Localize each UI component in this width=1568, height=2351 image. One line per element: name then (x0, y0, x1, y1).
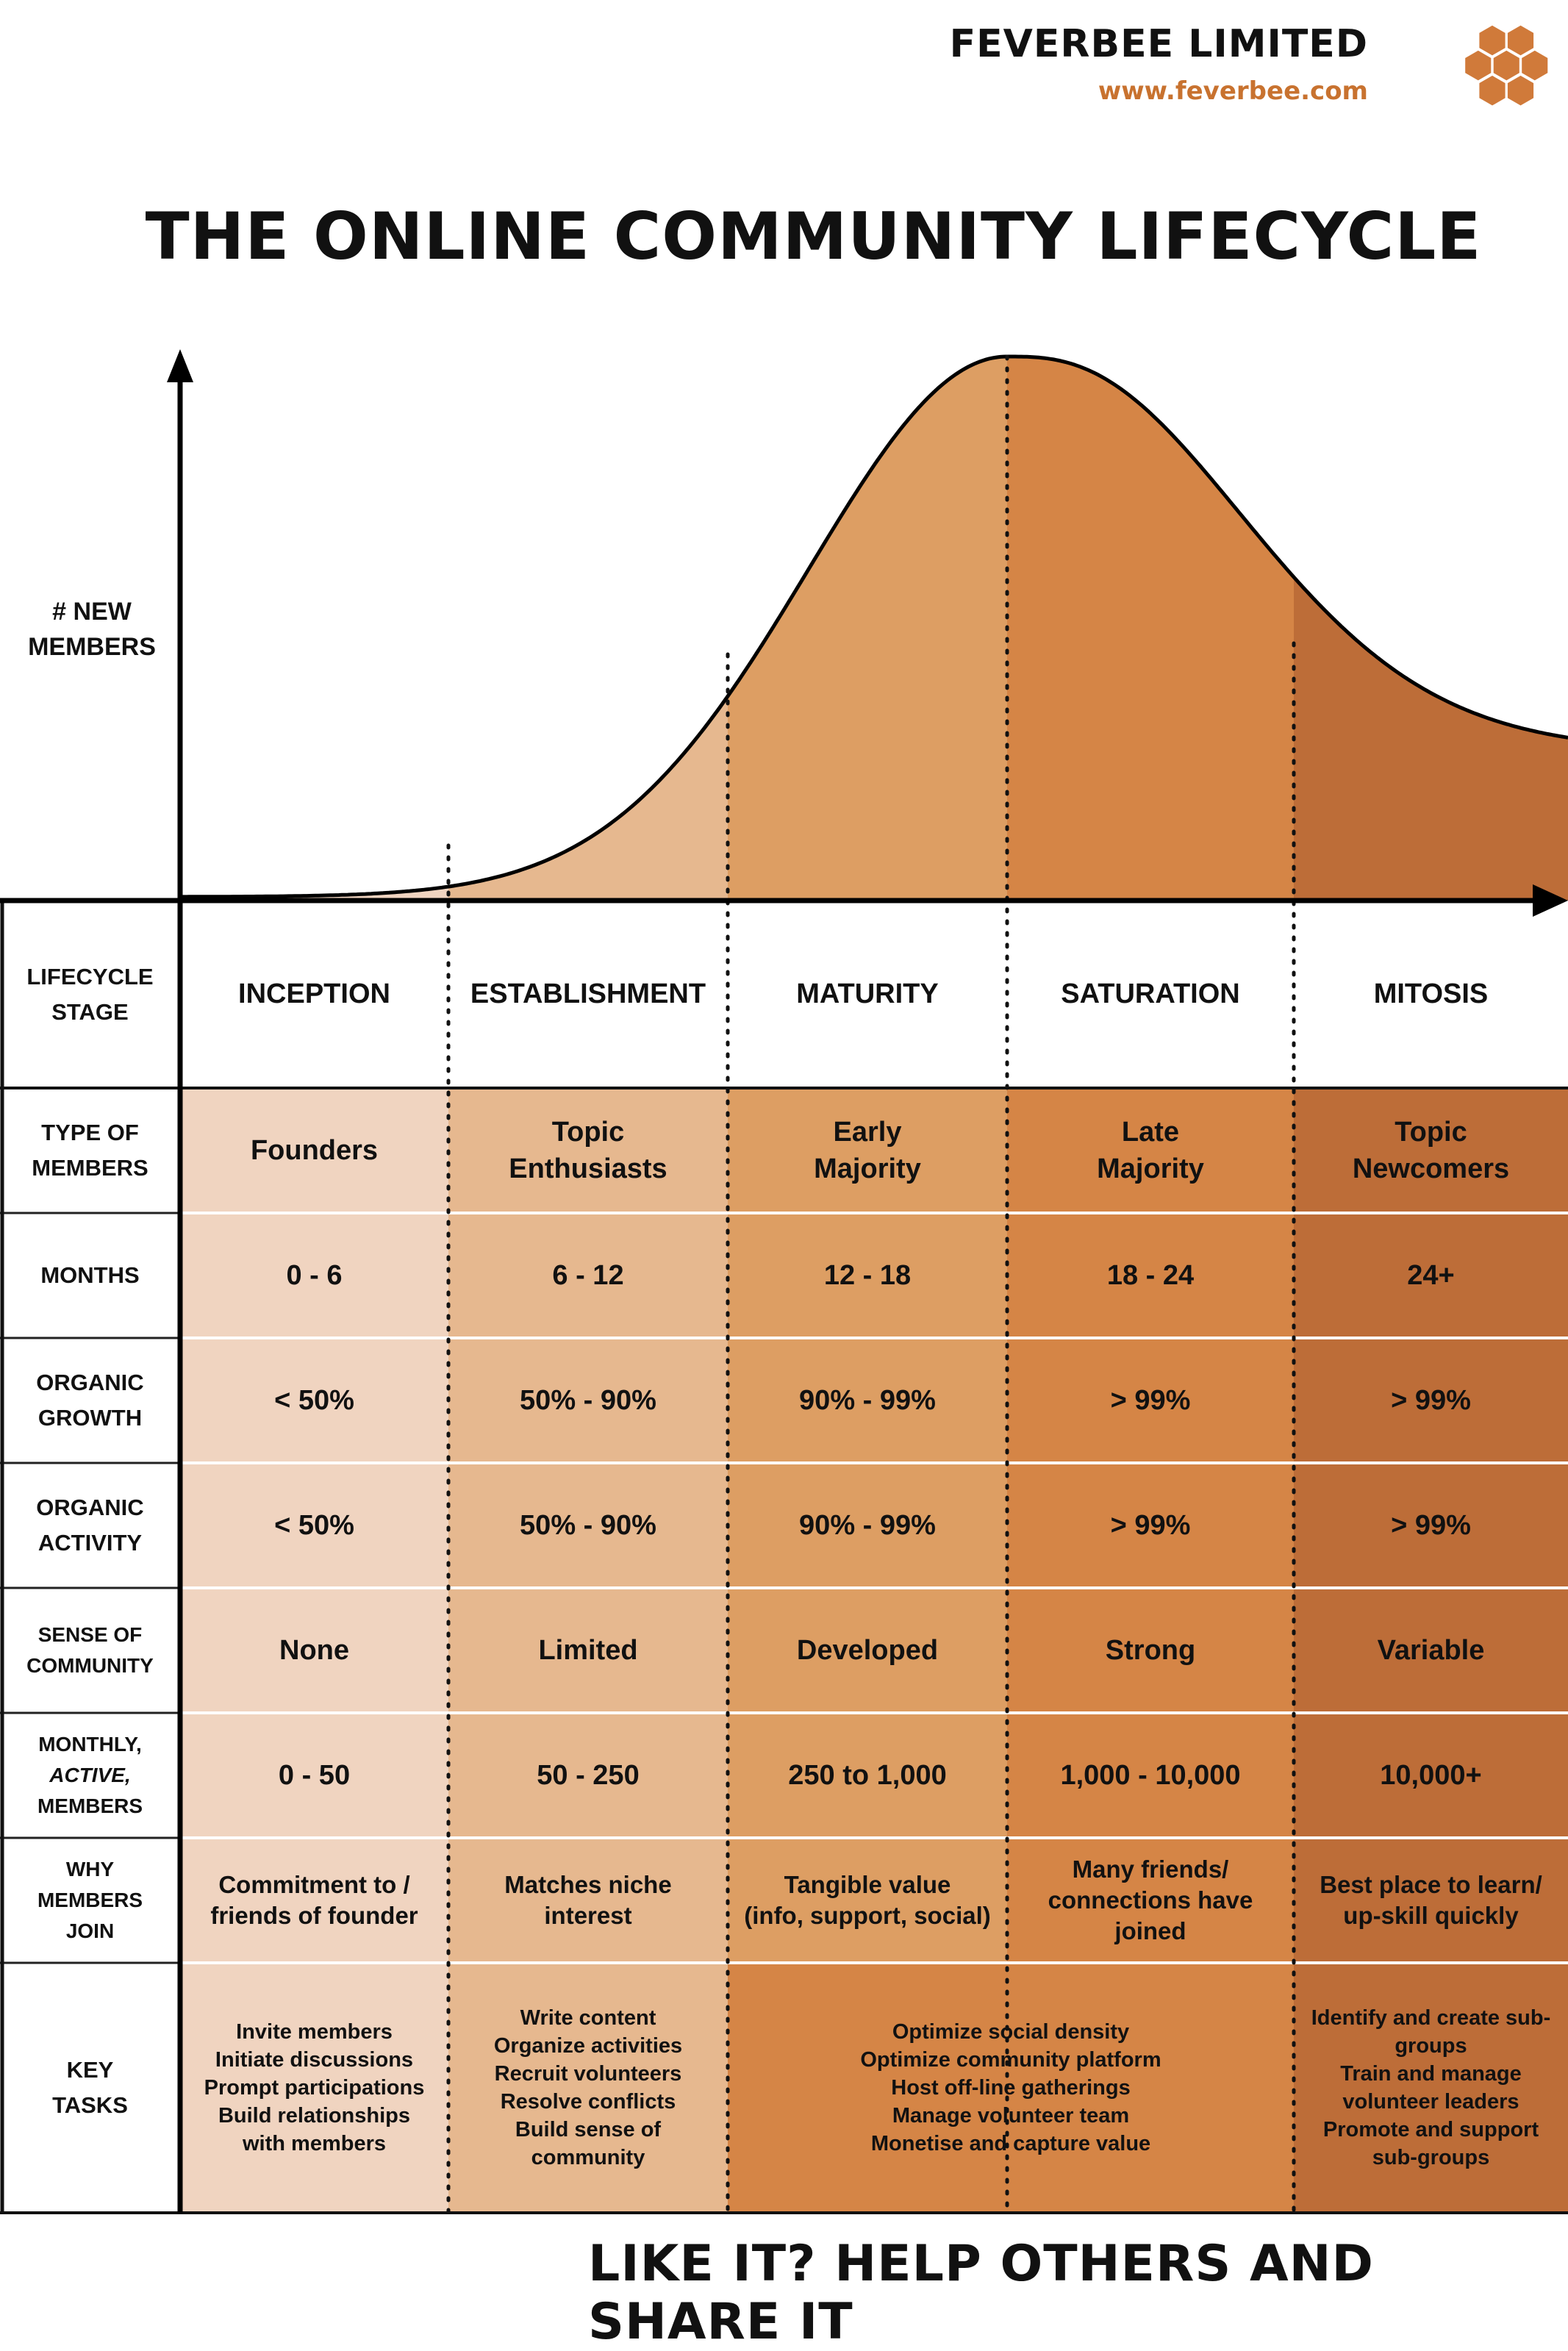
curve-band-mitosis (1294, 357, 1568, 901)
cell-months-maturity: 12 - 18 (823, 1260, 912, 1291)
row-label-key-tasks: KEY TASKS (52, 2057, 128, 2118)
page-title: THE ONLINE COMMUNITY LIFECYCLE (145, 198, 1482, 274)
cell-tasks-mitosis: Identify and create sub- groups Train an… (1311, 2006, 1551, 2169)
cell-sense-inception: None (279, 1635, 349, 1666)
cell-type-saturation: Late Majority (1097, 1117, 1204, 1184)
cell-members-saturation: 1,000 - 10,000 (1060, 1760, 1241, 1791)
cell-why-inception: Commitment to / friends of founder (210, 1871, 418, 1929)
stage-establishment: ESTABLISHMENT (470, 978, 706, 1009)
cell-sense-maturity: Developed (796, 1635, 939, 1666)
cell-months-inception: 0 - 6 (286, 1260, 343, 1291)
cell-why-maturity: Tangible value (info, support, social) (744, 1871, 991, 1929)
row-label-lifecycle-stage: LIFECYCLE STAGE (26, 963, 154, 1025)
cell-months-mitosis: 24+ (1407, 1260, 1455, 1291)
cell-members-maturity: 250 to 1,000 (788, 1760, 947, 1791)
cell-type-mitosis: Topic Newcomers (1352, 1117, 1510, 1184)
cell-tasks-maturity-saturation: Optimize social density Optimize communi… (860, 2020, 1161, 2155)
curve-band-inception (180, 357, 448, 901)
stage-saturation: SATURATION (1061, 978, 1240, 1009)
row-label-months: MONTHS (40, 1262, 140, 1288)
cell-sense-establishment: Limited (538, 1635, 638, 1666)
cell-activity-establishment: 50% - 90% (520, 1510, 656, 1541)
row-label-type-of-members: TYPE OF MEMBERS (32, 1120, 148, 1181)
cell-months-establishment: 6 - 12 (552, 1260, 624, 1291)
cell-type-maturity: Early Majority (814, 1117, 921, 1184)
cell-type-inception: Founders (250, 1135, 379, 1166)
curve-band-maturity (728, 357, 1007, 901)
column-bg-mitosis (1294, 1088, 1568, 2213)
cell-members-establishment: 50 - 250 (537, 1760, 640, 1791)
share-call-to-action[interactable]: LIKE IT? HELP OTHERS AND SHARE IT (588, 2235, 1375, 2351)
cell-growth-maturity: 90% - 99% (799, 1385, 936, 1416)
column-bg-inception (180, 1088, 448, 2213)
stage-maturity: MATURITY (796, 978, 939, 1009)
cell-tasks-establishment: Write content Organize activities Recrui… (493, 2006, 683, 2169)
cell-why-mitosis: Best place to learn/ up-skill quickly (1320, 1871, 1542, 1929)
cell-activity-inception: < 50% (274, 1510, 354, 1541)
cell-activity-mitosis: > 99% (1391, 1510, 1471, 1541)
y-axis-label: # NEW MEMBERS (28, 598, 156, 661)
brand-name: FEVERBEE LIMITED (949, 22, 1368, 66)
brand-url[interactable]: www.feverbee.com (1098, 76, 1368, 106)
cell-growth-establishment: 50% - 90% (520, 1385, 656, 1416)
cell-tasks-inception: Invite members Initiate discussions Prom… (204, 2020, 425, 2155)
cell-members-mitosis: 10,000+ (1380, 1760, 1482, 1791)
cell-months-saturation: 18 - 24 (1106, 1260, 1195, 1291)
x-axis-arrow (1533, 884, 1568, 917)
cell-sense-saturation: Strong (1105, 1635, 1196, 1666)
key-tasks-merged-bg (728, 1963, 1294, 2213)
curve-band-establishment (448, 357, 728, 901)
column-bg-establishment (448, 1088, 728, 2213)
y-axis-arrow (167, 349, 193, 382)
stage-mitosis: MITOSIS (1373, 978, 1489, 1009)
row-label-organic-growth: ORGANIC GROWTH (36, 1370, 144, 1431)
row-label-why-members-join: WHY MEMBERS JOIN (37, 1858, 143, 1942)
row-label-monthly-active-members: MONTHLY, ACTIVE, MEMBERS (0, 1713, 180, 1838)
lifecycle-diagram (0, 349, 1568, 2215)
cell-activity-saturation: > 99% (1110, 1510, 1191, 1541)
adoption-curve (180, 354, 1568, 899)
row-label-monthly-active-members-text: MONTHLY, ACTIVE, MEMBERS (37, 1733, 143, 1817)
cell-growth-inception: < 50% (274, 1385, 354, 1416)
cell-sense-mitosis: Variable (1377, 1635, 1485, 1666)
cell-members-inception: 0 - 50 (278, 1760, 351, 1791)
curve-band-saturation (1007, 357, 1294, 901)
cell-activity-maturity: 90% - 99% (799, 1510, 936, 1541)
cell-growth-saturation: > 99% (1110, 1385, 1191, 1416)
cell-why-saturation: Many friends/ connections have joined (1048, 1856, 1253, 1944)
cell-why-establishment: Matches niche interest (504, 1871, 672, 1929)
cell-type-establishment: Topic Enthusiasts (509, 1117, 667, 1184)
row-label-organic-activity: ORGANIC ACTIVITY (36, 1495, 144, 1556)
stage-inception: INCEPTION (238, 978, 390, 1009)
row-label-sense-of-community: SENSE OF COMMUNITY (26, 1623, 154, 1677)
cell-growth-mitosis: > 99% (1391, 1385, 1471, 1416)
